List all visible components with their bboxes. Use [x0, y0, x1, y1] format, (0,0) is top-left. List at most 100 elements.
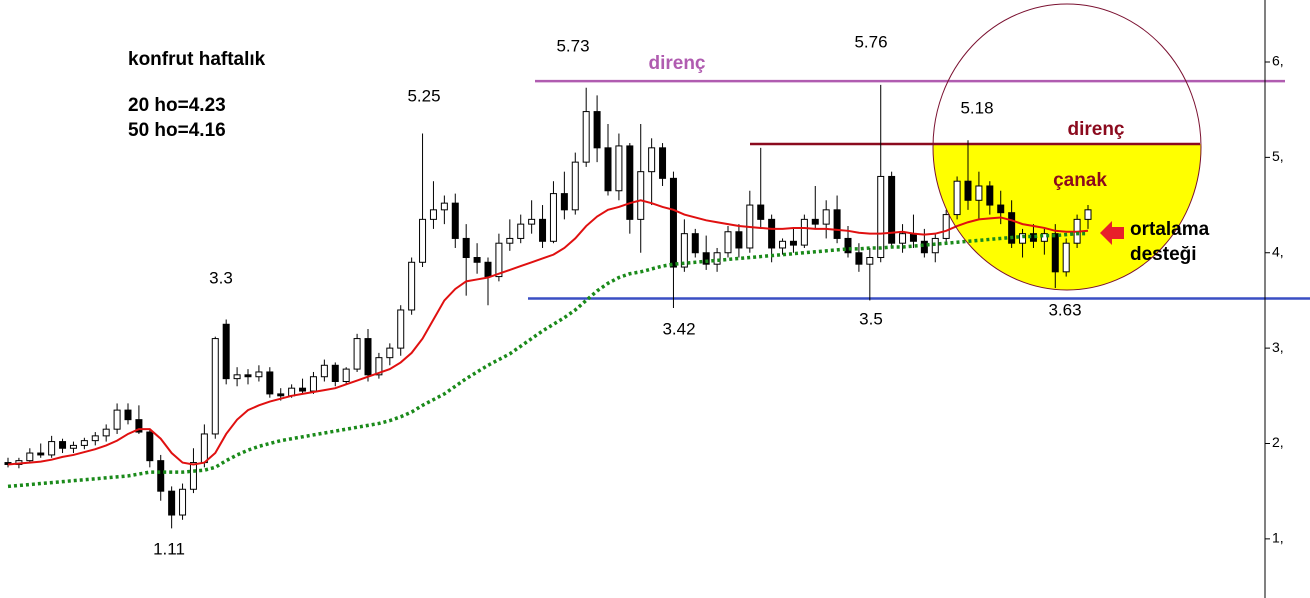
- candle-body: [571, 161, 579, 211]
- candle-body: [451, 202, 459, 239]
- price-label: 5.18: [960, 98, 993, 117]
- price-label: 1.11: [153, 539, 185, 558]
- note: 20 ho=4.23: [128, 95, 226, 116]
- candle-body: [615, 145, 623, 192]
- candle-body: [364, 338, 372, 376]
- annotation: çanak: [1053, 170, 1107, 191]
- candle-body: [429, 209, 437, 220]
- level-label: direnç: [648, 53, 705, 74]
- candle-body: [811, 218, 819, 225]
- price-label: 5.76: [854, 32, 887, 51]
- candle-body: [582, 111, 590, 163]
- candle-body: [680, 233, 688, 268]
- candle-body: [26, 452, 34, 462]
- y-tick-label: 3,: [1272, 339, 1284, 355]
- candle-body: [539, 218, 547, 242]
- candle-body: [244, 374, 252, 378]
- price-label: 3.63: [1048, 300, 1081, 319]
- candle-body: [877, 175, 885, 259]
- candle-body: [69, 444, 77, 449]
- candle-body: [408, 261, 416, 311]
- moving-average: [7, 199, 1089, 466]
- candle-body: [659, 147, 667, 179]
- candle-body: [386, 347, 394, 359]
- candle-body: [102, 428, 110, 437]
- candle-body: [473, 257, 481, 263]
- candle-body: [735, 231, 743, 249]
- price-label: 5.73: [556, 36, 589, 55]
- bowl-fill: [933, 144, 1201, 290]
- y-tick-label: 1,: [1272, 530, 1284, 546]
- candle-body: [48, 441, 56, 456]
- candle-body: [549, 193, 557, 242]
- candle-body: [800, 218, 808, 246]
- candle-body: [757, 204, 765, 220]
- candle-body: [397, 309, 405, 349]
- candle-body: [506, 237, 514, 244]
- candle-body: [1008, 212, 1016, 244]
- candle-body: [975, 185, 983, 201]
- candle-body: [942, 214, 950, 239]
- candle-body: [211, 338, 219, 435]
- candle-body: [593, 111, 601, 149]
- price-label: 5.25: [407, 86, 440, 105]
- candle-body: [168, 490, 176, 516]
- candle-body: [724, 231, 732, 254]
- price-label: 3.5: [859, 309, 883, 328]
- candle-body: [342, 368, 350, 382]
- candle-body: [146, 431, 154, 462]
- candle-body: [560, 193, 568, 211]
- candle-body: [37, 452, 45, 456]
- candle-body: [1019, 233, 1027, 244]
- chart-title: konfrut haftalık: [128, 49, 266, 70]
- candle-body: [277, 393, 285, 397]
- note: 50 ho=4.16: [128, 120, 226, 141]
- candle-body: [375, 357, 383, 376]
- moving-average: [7, 231, 1088, 489]
- candle-body: [299, 387, 307, 392]
- candle-body: [135, 419, 143, 433]
- bowl-outline: [932, 3, 1202, 291]
- candle-body: [353, 338, 361, 370]
- candle-body: [822, 209, 830, 225]
- candle-body: [986, 185, 994, 206]
- candle-body: [59, 441, 67, 449]
- candle-body: [266, 371, 274, 395]
- candle-body: [179, 488, 187, 516]
- candle-body: [953, 180, 961, 216]
- candle-body: [779, 240, 787, 249]
- candle-body: [833, 209, 841, 239]
- annotation: desteği: [1130, 244, 1197, 265]
- candle-body: [768, 218, 776, 249]
- candle-body: [691, 233, 699, 254]
- candle-body: [866, 257, 874, 265]
- candle-body: [789, 240, 797, 246]
- candle-body: [124, 409, 132, 421]
- candle-body: [844, 237, 852, 254]
- candle-body: [997, 204, 1005, 214]
- candle-body: [1062, 242, 1070, 273]
- candle-body: [1051, 233, 1059, 273]
- candle-body: [899, 233, 907, 244]
- candle-body: [255, 371, 263, 378]
- candle-body: [189, 462, 197, 490]
- candle-body: [80, 440, 88, 446]
- y-tick-label: 2,: [1272, 434, 1284, 450]
- candle-body: [964, 180, 972, 201]
- candle-body: [484, 261, 492, 278]
- candle-body: [91, 435, 99, 442]
- candle-body: [113, 409, 121, 430]
- candle-body: [440, 202, 448, 211]
- candle-body: [200, 433, 208, 464]
- candle-body: [233, 374, 241, 380]
- candle-body: [528, 218, 536, 225]
- y-tick-label: 6,: [1272, 53, 1284, 69]
- arrow: [1100, 221, 1124, 245]
- candle-body: [462, 237, 470, 259]
- candle-body: [855, 252, 863, 265]
- candle-body: [309, 376, 317, 392]
- candle-body: [222, 323, 230, 380]
- candle-body: [495, 242, 503, 278]
